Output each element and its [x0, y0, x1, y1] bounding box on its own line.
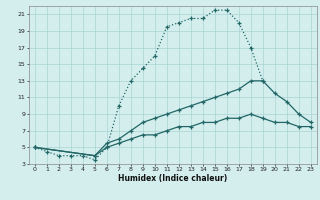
X-axis label: Humidex (Indice chaleur): Humidex (Indice chaleur)	[118, 174, 228, 183]
